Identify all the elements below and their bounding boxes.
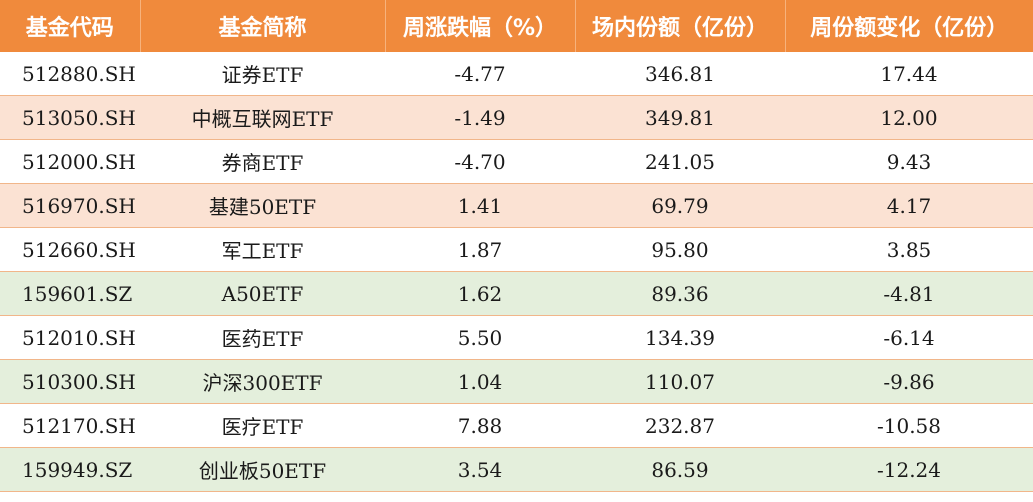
weekly-change-pct-cell: 1.04 (385, 359, 575, 404)
fund-code-cell: 512660.SH (0, 227, 140, 272)
fund-name-cell: 医药ETF (140, 315, 385, 360)
weekly-change-pct-cell: 7.88 (385, 403, 575, 448)
weekly-share-change-cell: -12.24 (785, 447, 1033, 492)
weekly-share-change-cell: -4.81 (785, 271, 1033, 316)
fund-name-cell: A50ETF (140, 271, 385, 316)
weekly-share-change-cell: -9.86 (785, 359, 1033, 404)
fund-code-cell: 512000.SH (0, 139, 140, 184)
exchange-shares-cell: 232.87 (575, 403, 785, 448)
fund-code-cell: 510300.SH (0, 359, 140, 404)
weekly-share-change-cell: -6.14 (785, 315, 1033, 360)
table-row: 512880.SH 证券ETF -4.77 346.81 17.44 (0, 52, 1033, 96)
exchange-shares-cell: 346.81 (575, 52, 785, 96)
weekly-share-change-cell: 9.43 (785, 139, 1033, 184)
header-weekly-change-pct: 周涨跌幅（%） (385, 0, 576, 52)
header-row: 基金代码 基金简称 周涨跌幅（%） 场内份额（亿份） 周份额变化（亿份） (0, 0, 1033, 52)
weekly-change-pct-cell: 5.50 (385, 315, 575, 360)
weekly-change-pct-cell: 3.54 (385, 447, 575, 492)
table-row: 513050.SH 中概互联网ETF -1.49 349.81 12.00 (0, 95, 1033, 140)
table-row: 510300.SH 沪深300ETF 1.04 110.07 -9.86 (0, 359, 1033, 404)
fund-code-cell: 516970.SH (0, 183, 140, 228)
exchange-shares-cell: 86.59 (575, 447, 785, 492)
table-row: 159949.SZ 创业板50ETF 3.54 86.59 -12.24 (0, 447, 1033, 492)
fund-code-cell: 512880.SH (0, 52, 140, 96)
weekly-share-change-cell: 3.85 (785, 227, 1033, 272)
weekly-change-pct-cell: 1.41 (385, 183, 575, 228)
header-exchange-shares: 场内份额（亿份） (575, 0, 786, 52)
table-row: 159601.SZ A50ETF 1.62 89.36 -4.81 (0, 271, 1033, 316)
weekly-change-pct-cell: -4.77 (385, 52, 575, 96)
weekly-change-pct-cell: -1.49 (385, 95, 575, 140)
weekly-share-change-cell: 17.44 (785, 52, 1033, 96)
fund-code-cell: 512010.SH (0, 315, 140, 360)
table-body: 512880.SH 证券ETF -4.77 346.81 17.44 513050.SH 中… (0, 52, 1033, 492)
header-fund-code: 基金代码 (0, 0, 141, 52)
table-row: 512170.SH 医疗ETF 7.88 232.87 -10.58 (0, 403, 1033, 448)
fund-name-cell: 券商ETF (140, 139, 385, 184)
fund-name-cell: 中概互联网ETF (140, 95, 385, 140)
fund-code-cell: 512170.SH (0, 403, 140, 448)
fund-code-cell: 159601.SZ (0, 271, 140, 316)
table-header: 基金代码 基金简称 周涨跌幅（%） 场内份额（亿份） 周份额变化（亿份） (0, 0, 1033, 52)
fund-name-cell: 证券ETF (140, 52, 385, 96)
weekly-change-pct-cell: 1.62 (385, 271, 575, 316)
table-row: 512660.SH 军工ETF 1.87 95.80 3.85 (0, 227, 1033, 272)
header-fund-name: 基金简称 (140, 0, 386, 52)
exchange-shares-cell: 89.36 (575, 271, 785, 316)
weekly-change-pct-cell: -4.70 (385, 139, 575, 184)
fund-code-cell: 159949.SZ (0, 447, 140, 492)
exchange-shares-cell: 349.81 (575, 95, 785, 140)
exchange-shares-cell: 69.79 (575, 183, 785, 228)
exchange-shares-cell: 110.07 (575, 359, 785, 404)
exchange-shares-cell: 241.05 (575, 139, 785, 184)
fund-name-cell: 沪深300ETF (140, 359, 385, 404)
fund-name-cell: 医疗ETF (140, 403, 385, 448)
header-weekly-share-change: 周份额变化（亿份） (785, 0, 1033, 52)
fund-name-cell: 基建50ETF (140, 183, 385, 228)
weekly-share-change-cell: 4.17 (785, 183, 1033, 228)
table-row: 512010.SH 医药ETF 5.50 134.39 -6.14 (0, 315, 1033, 360)
table-row: 512000.SH 券商ETF -4.70 241.05 9.43 (0, 139, 1033, 184)
exchange-shares-cell: 134.39 (575, 315, 785, 360)
fund-name-cell: 军工ETF (140, 227, 385, 272)
weekly-share-change-cell: -10.58 (785, 403, 1033, 448)
weekly-share-change-cell: 12.00 (785, 95, 1033, 140)
fund-name-cell: 创业板50ETF (140, 447, 385, 492)
weekly-change-pct-cell: 1.87 (385, 227, 575, 272)
exchange-shares-cell: 95.80 (575, 227, 785, 272)
table-row: 516970.SH 基建50ETF 1.41 69.79 4.17 (0, 183, 1033, 228)
fund-code-cell: 513050.SH (0, 95, 140, 140)
